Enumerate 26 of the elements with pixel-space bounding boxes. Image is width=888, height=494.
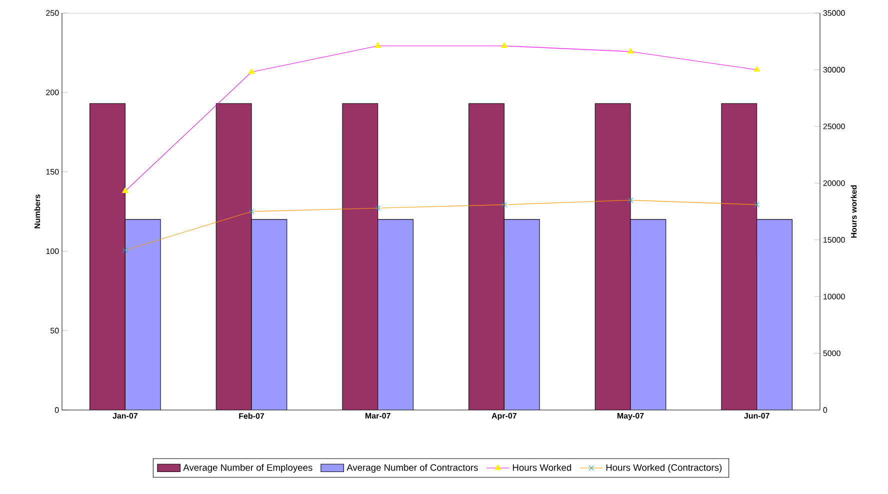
y2-axis-title: Hours worked [850, 185, 857, 238]
y-tick-label: 200 [46, 90, 59, 96]
x-tick-label: Jun-07 [744, 412, 770, 419]
y-tick-label: 0 [54, 407, 59, 413]
x-tick-label: Feb-07 [239, 412, 264, 419]
y-tick-label: 150 [46, 168, 59, 175]
legend-label: Hours Worked [512, 464, 572, 471]
y2-tick-label: 5000 [823, 350, 840, 356]
y2-tick-label: 0 [823, 407, 828, 413]
x-tick-label: Apr-07 [492, 412, 516, 420]
legend-label: Hours Worked (Contractors) [606, 464, 722, 473]
y2-tick-label: 15000 [824, 237, 845, 243]
y-tick-label: 100 [46, 248, 59, 254]
y-tick-label: 50 [50, 328, 59, 334]
y2-tick-label: 30000 [823, 66, 845, 73]
y2-tick-label: 25000 [823, 124, 845, 130]
x-tick-label: Mar-07 [365, 412, 390, 419]
y2-tick-label: 35000 [823, 10, 845, 16]
y-tick-label: 250 [46, 10, 59, 16]
x-tick-label: May-07 [617, 412, 644, 420]
x-tick-label: Jan-07 [112, 412, 138, 419]
y2-tick-label: 20000 [823, 180, 845, 186]
legend-label: Average Number of Employees [183, 464, 312, 473]
legend-label: Average Number of Contractors [346, 464, 478, 473]
y-axis-title: Numbers [34, 194, 40, 228]
y2-tick-label: 10000 [824, 294, 845, 300]
